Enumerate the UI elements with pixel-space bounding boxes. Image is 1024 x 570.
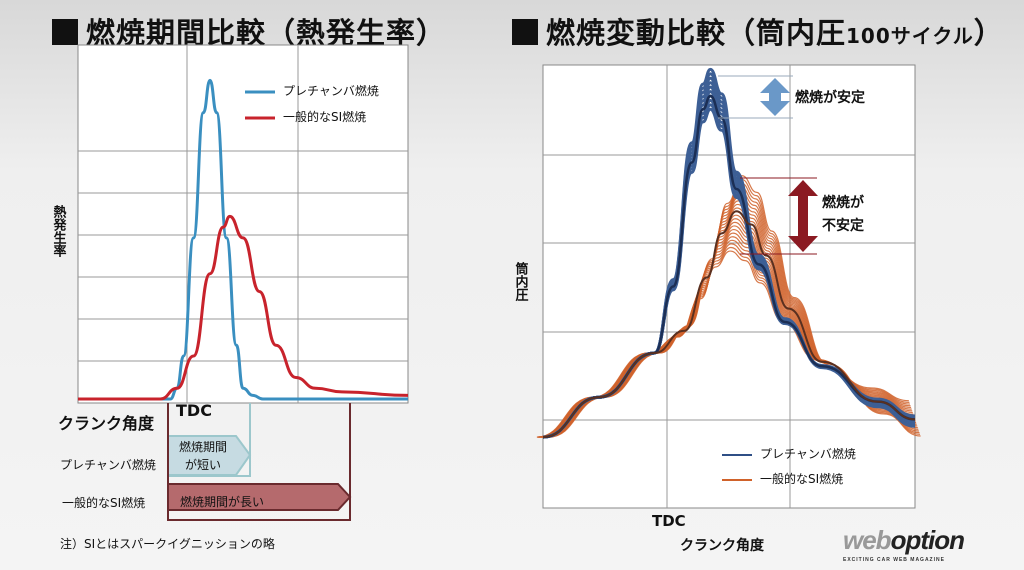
left-title: 燃焼期間比較（熱発生率） <box>52 12 446 56</box>
legend-prechamber: プレチャンバ燃焼 <box>283 84 379 98</box>
long-duration-bracket <box>167 403 351 521</box>
legend-si: 一般的なSI燃焼 <box>283 110 367 124</box>
logo-main: weboption <box>843 525 965 555</box>
legend-right-si: 一般的なSI燃焼 <box>760 472 844 486</box>
short-duration-box-text: 燃焼期間 が短い <box>178 440 227 472</box>
crank-angle-label: クランク角度 <box>58 414 155 433</box>
left-tdc-label: TDC <box>176 401 212 420</box>
left-ylabel: 熱発生率 <box>50 205 66 257</box>
logo-sub: EXCITING CAR WEB MAGAZINE <box>843 557 945 563</box>
stable-double-arrow-icon <box>760 78 790 116</box>
si-cycle-line <box>548 175 921 438</box>
note: 注）SIとはスパークイグニッションの略 <box>60 537 275 551</box>
long-duration-arrow <box>167 483 352 511</box>
right-title: 燃焼変動比較（筒内圧100サイクル） <box>512 12 1004 56</box>
left-series-line-0 <box>77 78 408 401</box>
row-prechamber-label: プレチャンバ燃焼 <box>60 458 156 472</box>
right-ylabel: 筒内圧 <box>512 262 528 301</box>
unstable-double-arrow-icon <box>788 180 818 252</box>
long-duration-box-text: 燃焼期間が長い <box>180 495 265 509</box>
row-si-label: 一般的なSI燃焼 <box>62 496 146 510</box>
left-series-line-1 <box>77 214 409 401</box>
legend-right-prechamber: プレチャンバ燃焼 <box>760 447 856 461</box>
right-tdc-label: TDC <box>652 512 686 530</box>
weboption-logo: weboption EXCITING CAR WEB MAGAZINE <box>843 524 1018 564</box>
left-plot-area <box>77 44 409 404</box>
unstable-label: 燃焼が 不安定 <box>822 195 864 234</box>
stable-label: 燃焼が安定 <box>795 90 865 106</box>
right-xlabel: クランク角度 <box>680 538 764 554</box>
si-mean-line <box>542 210 916 439</box>
